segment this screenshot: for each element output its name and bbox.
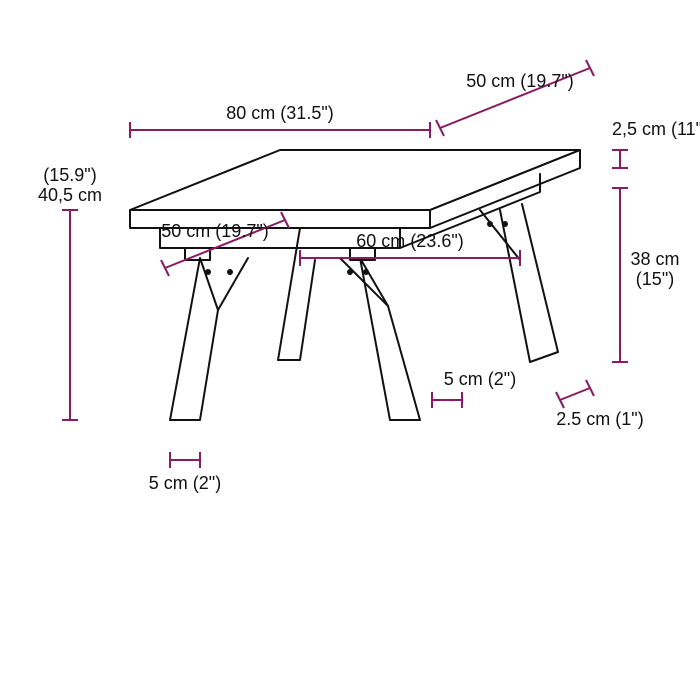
tabletop xyxy=(130,150,580,228)
dim-leg-height: 38 cm (15") xyxy=(612,188,680,362)
leg-back-right xyxy=(480,204,558,362)
label-apron-depth: 50 cm (19.7") xyxy=(161,221,268,241)
dim-top-width: 80 cm (31.5") xyxy=(130,103,430,138)
label-leg-width-back: 5 cm (2") xyxy=(149,473,221,493)
dim-overall-height: 40,5 cm (15.9") xyxy=(38,165,102,420)
dim-apron-depth: 50 cm (19.7") xyxy=(161,212,289,276)
table-dimension-diagram: 80 cm (31.5") 50 cm (19.7") 2,5 cm (11")… xyxy=(0,0,700,700)
dim-leg-width-front: 5 cm (2") xyxy=(432,369,516,408)
dim-top-thickness: 2,5 cm (11") xyxy=(612,119,700,168)
label-overall-height-a: 40,5 cm xyxy=(38,185,102,205)
label-top-depth: 50 cm (19.7") xyxy=(466,71,573,91)
label-top-thickness: 2,5 cm (11") xyxy=(612,119,700,139)
leg-front-right xyxy=(340,258,420,420)
label-apron-width: 60 cm (23.6") xyxy=(356,231,463,251)
leg-front-left xyxy=(170,258,248,420)
label-leg-height-a: 38 cm xyxy=(630,249,679,269)
dim-top-depth: 50 cm (19.7") xyxy=(436,60,594,136)
label-leg-height-b: (15") xyxy=(636,269,674,289)
label-overall-height-b: (15.9") xyxy=(43,165,96,185)
label-leg-width-front: 5 cm (2") xyxy=(444,369,516,389)
label-leg-depth: 2.5 cm (1") xyxy=(556,409,643,429)
dim-leg-depth: 2.5 cm (1") xyxy=(556,380,644,429)
dim-leg-width-back: 5 cm (2") xyxy=(149,452,221,493)
label-top-width: 80 cm (31.5") xyxy=(226,103,333,123)
